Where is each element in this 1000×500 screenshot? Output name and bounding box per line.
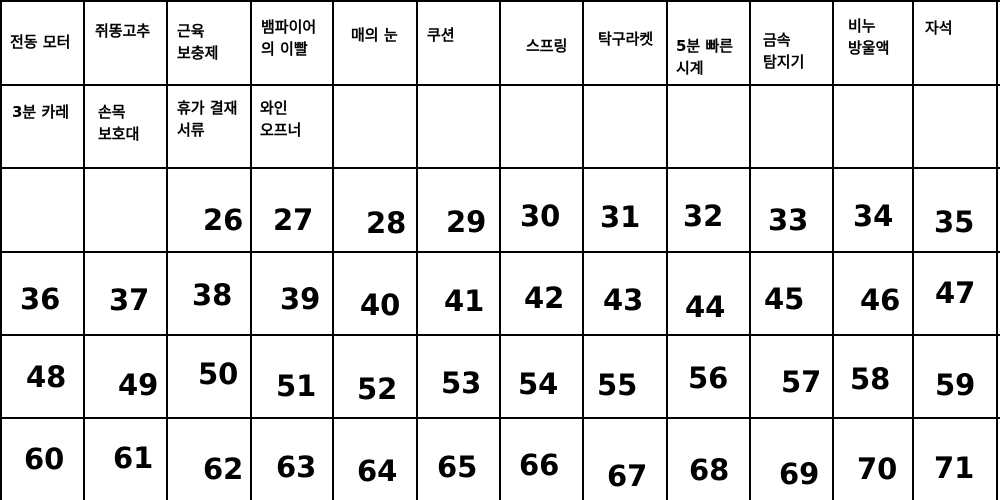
number-cell: 41 — [444, 284, 485, 318]
number-cell: 71 — [934, 451, 975, 485]
table-col-divider — [832, 0, 834, 500]
number-cell: 60 — [24, 442, 65, 476]
number-cell: 38 — [192, 278, 233, 312]
table-col-divider — [332, 0, 334, 500]
label-wrist-guard: 손목 보호대 — [98, 103, 140, 143]
number-cell: 59 — [935, 368, 976, 402]
label-electric-motor: 전동 모터 — [10, 33, 71, 51]
number-cell: 65 — [437, 450, 478, 484]
number-cell: 66 — [519, 448, 560, 482]
number-cell: 61 — [113, 441, 154, 475]
number-cell: 63 — [276, 450, 317, 484]
number-cell: 48 — [26, 360, 67, 394]
table-col-divider — [749, 0, 751, 500]
number-cell: 30 — [520, 199, 561, 233]
number-cell: 62 — [203, 452, 244, 486]
label-bird-pepper: 쥐똥고추 — [95, 22, 151, 40]
label-3min-curry: 3분 카레 — [12, 103, 70, 121]
label-metal-detector: 금속 탐지기 — [763, 31, 805, 71]
label-vacation-form: 휴가 결재 서류 — [177, 99, 238, 139]
number-cell: 29 — [446, 205, 487, 239]
table-col-divider — [83, 0, 85, 500]
label-fast-clock: 5분 빠른 시계 — [676, 37, 734, 77]
number-cell: 68 — [689, 453, 730, 487]
label-wine-opener: 와인 오프너 — [260, 99, 302, 139]
number-cell: 51 — [276, 369, 317, 403]
number-cell: 46 — [860, 283, 901, 317]
number-cell: 40 — [360, 288, 401, 322]
label-magnet: 자석 — [925, 19, 953, 37]
number-cell: 26 — [203, 203, 244, 237]
number-cell: 55 — [597, 368, 638, 402]
number-cell: 67 — [607, 459, 648, 493]
number-cell: 50 — [198, 357, 239, 391]
number-cell: 53 — [441, 366, 482, 400]
label-ping-pong-paddle: 탁구라켓 — [598, 30, 654, 48]
number-cell: 69 — [779, 457, 820, 491]
table-col-divider — [912, 0, 914, 500]
number-cell: 58 — [850, 362, 891, 396]
label-protein-supplement: 근육 보충제 — [177, 22, 219, 62]
number-cell: 36 — [20, 282, 61, 316]
number-cell: 52 — [357, 372, 398, 406]
number-cell: 35 — [934, 205, 975, 239]
table-col-divider — [166, 0, 168, 500]
table-col-divider — [416, 0, 418, 500]
number-cell: 28 — [366, 206, 407, 240]
number-cell: 54 — [518, 367, 559, 401]
number-cell: 39 — [280, 282, 321, 316]
label-hawk-eye: 매의 눈 — [351, 26, 398, 44]
number-cell: 64 — [357, 454, 398, 488]
number-cell: 31 — [600, 200, 641, 234]
table-col-divider — [582, 0, 584, 500]
label-soap-bubbles: 비누 방울액 — [848, 17, 890, 57]
number-cell: 32 — [683, 199, 724, 233]
table-border-right — [996, 0, 998, 500]
number-cell: 45 — [764, 282, 805, 316]
label-vampire-tooth: 뱀파이어 의 이빨 — [261, 18, 317, 58]
label-cushion: 쿠션 — [427, 26, 455, 44]
number-cell: 57 — [781, 365, 822, 399]
number-cell: 56 — [688, 361, 729, 395]
number-cell: 44 — [685, 290, 726, 324]
number-cell: 42 — [524, 281, 565, 315]
number-cell: 47 — [935, 276, 976, 310]
number-cell: 43 — [603, 283, 644, 317]
number-cell: 27 — [273, 203, 314, 237]
number-cell: 37 — [109, 283, 150, 317]
number-cell: 49 — [118, 368, 159, 402]
table-col-divider — [499, 0, 501, 500]
number-cell: 70 — [857, 452, 898, 486]
number-cell: 34 — [853, 199, 894, 233]
number-cell: 33 — [768, 203, 809, 237]
table-border-left — [0, 0, 2, 500]
table-col-divider — [666, 0, 668, 500]
label-spring: 스프링 — [526, 37, 568, 55]
table-col-divider — [250, 0, 252, 500]
